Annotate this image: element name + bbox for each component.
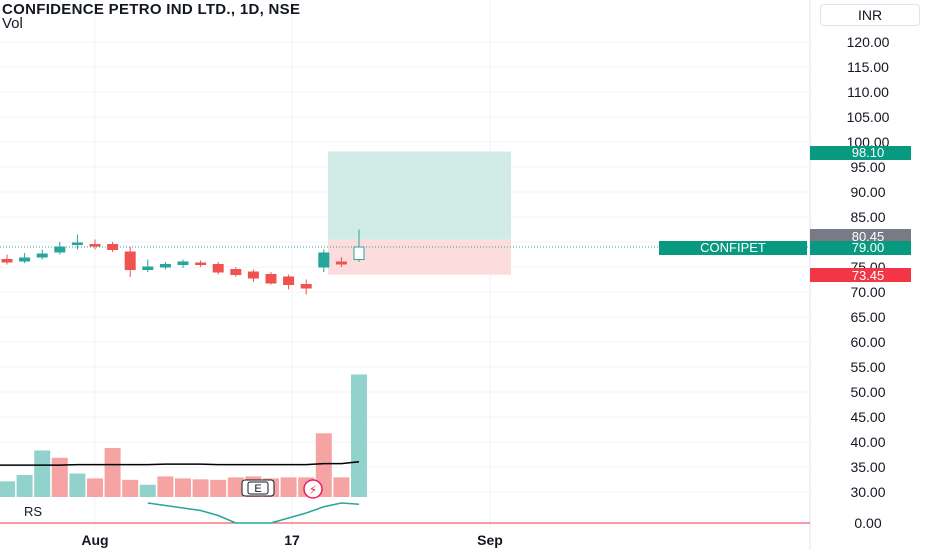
stop-price-tag: 73.45 <box>810 268 911 283</box>
target-zone <box>328 151 511 240</box>
volume-bar <box>192 479 209 497</box>
price-tick-label: 120.00 <box>847 34 890 50</box>
candle-body <box>177 261 189 265</box>
earnings-marker[interactable]: E <box>241 479 275 497</box>
time-tick-label: Aug <box>81 532 108 548</box>
earnings-marker-label: E <box>254 483 261 495</box>
price-tick-label: 65.00 <box>850 309 885 325</box>
time-tick-label: Sep <box>477 532 503 548</box>
target-price-tag: 98.10 <box>810 145 911 160</box>
stop-price-label: 73.45 <box>852 268 885 283</box>
rs-zero-label: 0.00 <box>854 515 881 531</box>
entry-price-label: 80.45 <box>852 229 885 244</box>
volume-bar <box>0 481 15 497</box>
candle-body <box>142 266 154 270</box>
chart-grid <box>0 0 811 550</box>
volume-bar <box>16 474 33 497</box>
candle-body <box>107 244 119 250</box>
price-tick-label: 95.00 <box>850 159 885 175</box>
volume-bar <box>69 473 86 497</box>
candle-body <box>71 242 83 245</box>
time-tick-label: 17 <box>284 532 300 548</box>
volume-bar <box>157 476 174 497</box>
price-tick-label: 115.00 <box>847 59 889 75</box>
price-tick-label: 40.00 <box>850 434 885 450</box>
candle-body <box>36 253 48 258</box>
entry-price-tag: 80.45 <box>810 229 911 244</box>
price-tick-label: 45.00 <box>850 409 885 425</box>
candle-body <box>318 252 330 268</box>
candle-body <box>124 251 136 270</box>
candle-body <box>353 246 365 260</box>
indicator-label: Vol <box>2 15 23 32</box>
volume-bar <box>122 479 139 497</box>
price-tick-label: 90.00 <box>850 184 885 200</box>
rs-line <box>147 502 360 524</box>
volume-bars <box>0 374 367 497</box>
candle-body <box>265 274 277 284</box>
price-tick-label: 105.00 <box>847 109 890 125</box>
price-tick-label: 60.00 <box>850 334 885 350</box>
rs-label: RS <box>24 504 42 519</box>
volume-bar <box>280 477 297 497</box>
lightning-icon: ⚡ <box>309 483 317 497</box>
candle-body <box>283 276 295 285</box>
target-price-label: 98.10 <box>852 145 885 160</box>
volume-bar <box>87 478 103 497</box>
candle-body <box>212 264 224 273</box>
candle-body <box>300 284 312 289</box>
volume-bar <box>139 484 156 497</box>
current-price-label: 79.00 <box>852 240 885 255</box>
candle-body <box>19 257 31 262</box>
candle-body <box>89 244 101 247</box>
volume-bar <box>227 477 244 497</box>
price-axis: 120.00115.00110.00105.00100.0095.0090.00… <box>847 34 890 500</box>
price-tick-label: 85.00 <box>850 209 885 225</box>
current-price-tag: CONFIPET 79.00 <box>659 240 911 255</box>
volume-bar <box>51 457 68 497</box>
volume-bar <box>333 477 350 497</box>
symbol-label: CONFIPET <box>700 240 766 255</box>
dividend-marker[interactable]: ⚡ <box>303 479 323 499</box>
volume-bar <box>104 448 121 497</box>
price-tick-label: 30.00 <box>850 484 885 500</box>
price-tick-label: 35.00 <box>850 459 885 475</box>
candle-body <box>230 269 242 275</box>
volume-bar <box>210 479 227 497</box>
chart-title: CONFIDENCE PETRO IND LTD., 1D, NSE <box>2 1 301 18</box>
candle-body <box>335 261 347 265</box>
price-tick-label: 110.00 <box>847 84 889 100</box>
candlesticks <box>1 229 365 295</box>
volume-bar <box>315 433 332 497</box>
price-tick-label: 50.00 <box>850 384 885 400</box>
candle-body <box>1 259 13 263</box>
candle-body <box>247 271 259 279</box>
volume-bar <box>175 478 191 497</box>
candle-body <box>54 246 66 253</box>
currency-button[interactable]: INR <box>820 4 920 26</box>
price-tick-label: 55.00 <box>850 359 885 375</box>
volume-bar <box>34 450 51 497</box>
volume-bar <box>351 374 367 497</box>
time-axis: Aug 17 Sep <box>81 532 502 548</box>
candle-body <box>195 262 207 265</box>
candle-body <box>159 264 171 268</box>
price-tick-label: 70.00 <box>850 284 885 300</box>
volume-ma-line <box>0 460 360 466</box>
